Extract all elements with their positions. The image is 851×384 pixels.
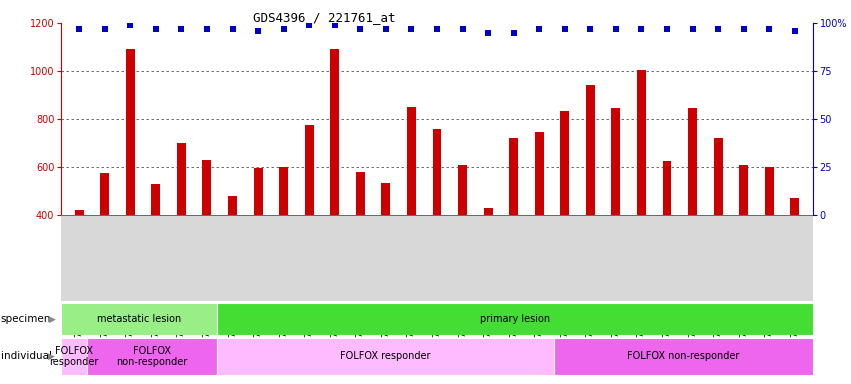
- Bar: [740, 165, 748, 311]
- Bar: [714, 138, 722, 311]
- Bar: [75, 210, 83, 311]
- Point: [404, 26, 418, 32]
- Bar: [791, 198, 799, 311]
- Point: [737, 26, 751, 32]
- Bar: [228, 196, 237, 311]
- Bar: [126, 50, 134, 311]
- Bar: [217, 303, 813, 335]
- Text: GDS4396 / 221761_at: GDS4396 / 221761_at: [253, 12, 396, 25]
- Bar: [483, 208, 493, 311]
- Point: [711, 26, 725, 32]
- Text: FOLFOX
responder: FOLFOX responder: [49, 346, 99, 367]
- Text: primary lesion: primary lesion: [480, 314, 550, 324]
- Bar: [330, 50, 340, 311]
- Point: [98, 26, 111, 32]
- Point: [507, 30, 521, 36]
- Bar: [61, 303, 217, 335]
- Point: [635, 26, 648, 32]
- Point: [277, 26, 290, 32]
- Point: [302, 22, 316, 28]
- Text: metastatic lesion: metastatic lesion: [97, 314, 181, 324]
- Bar: [560, 111, 569, 311]
- Point: [226, 26, 239, 32]
- Bar: [305, 125, 314, 311]
- Bar: [688, 108, 697, 311]
- Bar: [217, 338, 554, 375]
- Point: [123, 22, 137, 28]
- Point: [430, 26, 444, 32]
- Point: [200, 26, 214, 32]
- Point: [609, 26, 623, 32]
- Point: [251, 28, 265, 34]
- Text: specimen: specimen: [1, 314, 51, 324]
- Bar: [177, 143, 186, 311]
- Bar: [765, 167, 774, 311]
- Bar: [458, 165, 467, 311]
- Text: FOLFOX non-responder: FOLFOX non-responder: [627, 351, 740, 361]
- Bar: [87, 338, 217, 375]
- Bar: [509, 138, 518, 311]
- Bar: [554, 338, 813, 375]
- Point: [353, 26, 367, 32]
- Text: ▶: ▶: [49, 314, 56, 324]
- Bar: [663, 161, 671, 311]
- Bar: [534, 132, 544, 311]
- Text: FOLFOX
non-responder: FOLFOX non-responder: [117, 346, 187, 367]
- Bar: [381, 183, 391, 311]
- Point: [174, 26, 188, 32]
- Point: [72, 26, 86, 32]
- Bar: [356, 172, 365, 311]
- Bar: [611, 108, 620, 311]
- Point: [379, 26, 392, 32]
- Point: [762, 26, 776, 32]
- Point: [788, 28, 802, 34]
- Point: [149, 26, 163, 32]
- Text: ▶: ▶: [48, 352, 54, 361]
- Bar: [61, 338, 87, 375]
- Point: [686, 26, 700, 32]
- Point: [558, 26, 572, 32]
- Text: FOLFOX responder: FOLFOX responder: [340, 351, 431, 361]
- Point: [584, 26, 597, 32]
- Point: [456, 26, 470, 32]
- Point: [533, 26, 546, 32]
- Bar: [254, 168, 263, 311]
- Bar: [100, 173, 109, 311]
- Text: individual: individual: [1, 351, 52, 361]
- Bar: [637, 70, 646, 311]
- Bar: [279, 167, 288, 311]
- Bar: [585, 86, 595, 311]
- Bar: [432, 129, 442, 311]
- Point: [482, 30, 495, 36]
- Bar: [151, 184, 160, 311]
- Bar: [203, 160, 211, 311]
- Point: [328, 22, 341, 28]
- Bar: [407, 107, 416, 311]
- Point: [660, 26, 674, 32]
